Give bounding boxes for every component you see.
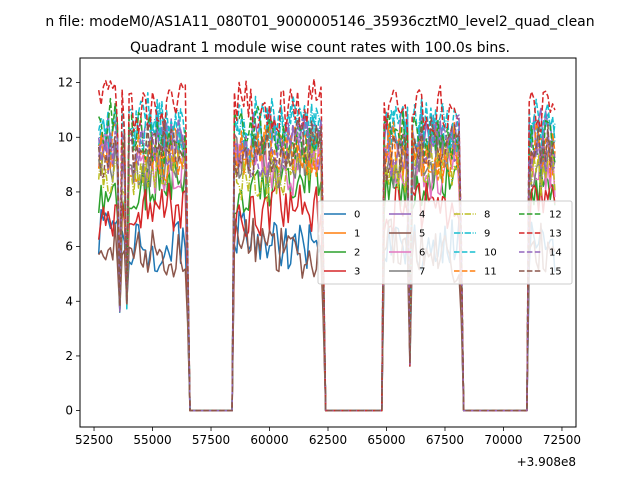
legend-label-9: 9 — [484, 229, 490, 240]
y-axis: 0 2 4 6 8 10 12 — [58, 76, 80, 418]
y-tick-label: 8 — [65, 185, 73, 199]
legend-label-14: 14 — [549, 248, 562, 259]
legend-label-7: 7 — [419, 267, 425, 278]
x-tick-label: 57500 — [192, 433, 230, 447]
series-line-15 — [97, 116, 556, 412]
y-tick-label: 10 — [58, 130, 73, 144]
legend-label-5: 5 — [419, 229, 425, 240]
y-tick-label: 12 — [58, 76, 73, 90]
legend-label-0: 0 — [354, 210, 360, 221]
x-tick-label: 67500 — [426, 433, 464, 447]
x-tick-label: 55000 — [133, 433, 171, 447]
series-line-12 — [98, 97, 556, 412]
legend-label-12: 12 — [549, 210, 562, 221]
x-axis-offset-label: +3.908e8 — [517, 455, 576, 469]
figure-suptitle: n file: modeM0/AS1A11_080T01_9000005146_… — [45, 14, 594, 30]
y-tick-label: 4 — [65, 294, 73, 308]
x-tick-label: 52500 — [75, 433, 113, 447]
legend-label-8: 8 — [484, 210, 490, 221]
plot-lines — [97, 78, 556, 412]
x-tick-label: 65000 — [367, 433, 405, 447]
chart-title: Quadrant 1 module wise count rates with … — [130, 40, 510, 56]
x-tick-label: 70000 — [484, 433, 522, 447]
legend-label-13: 13 — [549, 229, 562, 240]
y-tick-label: 2 — [65, 349, 73, 363]
legend-label-3: 3 — [354, 267, 360, 278]
x-tick-label: 60000 — [250, 433, 288, 447]
legend-label-15: 15 — [549, 267, 562, 278]
legend-label-10: 10 — [484, 248, 497, 259]
legend-label-11: 11 — [484, 267, 497, 278]
y-tick-label: 0 — [65, 404, 73, 418]
legend-label-1: 1 — [354, 229, 360, 240]
legend-label-6: 6 — [419, 248, 425, 259]
series-line-10 — [97, 92, 556, 412]
series-line-3 — [97, 180, 556, 412]
y-tick-label: 6 — [65, 240, 73, 254]
legend-label-2: 2 — [354, 248, 360, 259]
x-tick-label: 62500 — [309, 433, 347, 447]
legend-box — [317, 200, 573, 285]
series-line-13 — [97, 78, 556, 412]
series-line-2 — [97, 153, 556, 412]
x-axis: 52500 55000 57500 60000 62500 65000 67500 70000… — [75, 427, 581, 447]
legend-label-4: 4 — [419, 210, 425, 221]
x-tick-label: 72500 — [543, 433, 581, 447]
series-line-14 — [97, 114, 555, 412]
